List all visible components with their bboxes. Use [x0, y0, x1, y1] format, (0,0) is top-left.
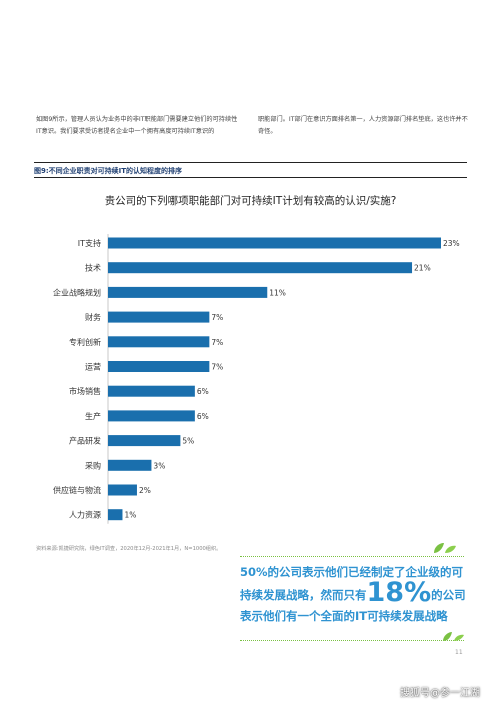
- category-label: 专利创新: [69, 337, 101, 347]
- bar: [108, 262, 413, 274]
- value-label: 3%: [153, 461, 165, 470]
- leaf-icon: [443, 632, 464, 641]
- figure-label: 图9:不同企业职责对可持续IT的认知程度的排序: [34, 167, 183, 175]
- callout-line-2: 持续发展战略，然而只有18%的公司: [240, 579, 470, 606]
- bar: [108, 311, 210, 323]
- chart-title: 贵公司的下列哪项职能部门对可持续IT计划有较高的认识/实施?: [104, 195, 397, 207]
- bar: [108, 509, 123, 521]
- callout-line-2a: 持续发展战略，然而只有: [240, 588, 367, 602]
- page-number: 11: [455, 649, 463, 656]
- bar: [108, 410, 195, 422]
- category-label: 企业战略规划: [53, 287, 101, 297]
- value-label: 21%: [414, 264, 431, 273]
- intro-right-paragraph: 职能部门。IT部门在意识方面排名第一，人力资源部门排名垫底，这也许并不奇怪。: [258, 116, 468, 135]
- callout-line-1: 50%的公司表示他们已经制定了企业级的可: [240, 565, 464, 579]
- callout-bottom-dotted-line: [240, 640, 464, 641]
- source-note: 资料来源:凯捷研究院，绿色IT调查，2020年12月-2021年1月，N=100…: [36, 546, 222, 552]
- intro-left-paragraph: 如图9所示，管理人员认为业务中的非IT职能部门需要建立他们的可持续性IT意识。我…: [36, 116, 238, 135]
- callout-line-3: 表示他们有一个全面的IT可持续发展战略: [240, 609, 448, 623]
- watermark-text: 搜狐号@参一江湖: [400, 688, 480, 699]
- bar: [108, 286, 268, 298]
- bar: [108, 484, 137, 496]
- category-label: 财务: [85, 312, 101, 322]
- bar: [108, 435, 181, 447]
- bar: [108, 385, 195, 397]
- callout-box: 50%的公司表示他们已经制定了企业级的可 持续发展战略，然而只有18%的公司 表…: [240, 562, 470, 627]
- bar: [108, 336, 210, 348]
- value-label: 11%: [269, 288, 286, 297]
- category-label: 人力资源: [69, 510, 101, 520]
- value-label: 1%: [124, 511, 136, 520]
- category-label: 采购: [85, 460, 101, 470]
- bar: [108, 459, 152, 471]
- category-label: 产品研发: [69, 436, 101, 446]
- category-label: 市场销售: [69, 386, 101, 396]
- figure-top-rule: [34, 162, 467, 163]
- value-label: 2%: [139, 486, 151, 495]
- callout-top-dotted-line: [240, 556, 464, 557]
- leaf-icon: [434, 543, 456, 553]
- callout-line-2b: 的公司: [431, 588, 466, 602]
- callout-highlight-percent: 18%: [366, 577, 432, 608]
- category-label: 供应链与物流: [53, 485, 101, 495]
- value-label: 6%: [197, 387, 209, 396]
- value-label: 7%: [211, 363, 223, 372]
- value-label: 6%: [197, 412, 209, 421]
- category-label: 技术: [85, 263, 101, 273]
- category-label: IT支持: [78, 238, 101, 248]
- value-label: 7%: [211, 313, 223, 322]
- figure-bottom-rule: [34, 177, 467, 178]
- value-label: 7%: [211, 338, 223, 347]
- category-label: 运营: [85, 362, 101, 372]
- value-label: 5%: [182, 437, 194, 446]
- value-label: 23%: [443, 239, 460, 248]
- bar: [108, 237, 441, 249]
- category-label: 生产: [85, 411, 101, 421]
- bar: [108, 361, 210, 372]
